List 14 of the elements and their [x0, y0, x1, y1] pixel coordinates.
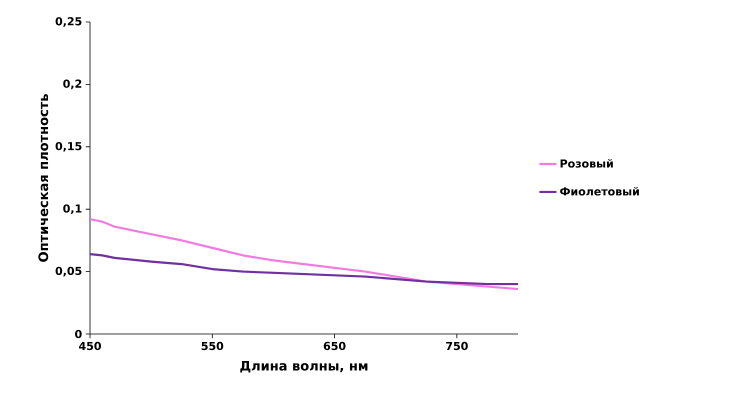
- x-tick-label: 650: [324, 342, 346, 350]
- x-axis-title: Длина волны, нм: [240, 360, 368, 372]
- legend-label: Фиолетовый: [560, 186, 639, 196]
- y-tick-label: 0,15: [56, 142, 82, 152]
- y-tick-label: 0: [75, 330, 82, 338]
- legend-label: Розовый: [560, 159, 613, 168]
- x-tick-label: 450: [79, 342, 101, 350]
- x-tick-label: 750: [446, 342, 468, 350]
- y-tick-label: 0,05: [56, 266, 82, 276]
- y-tick-label: 0,25: [56, 17, 82, 27]
- y-tick-label: 0,1: [63, 204, 82, 214]
- y-tick-label: 0,2: [63, 80, 82, 90]
- x-tick-label: 550: [202, 342, 224, 350]
- y-axis-title: Оптическая плотность: [38, 94, 48, 262]
